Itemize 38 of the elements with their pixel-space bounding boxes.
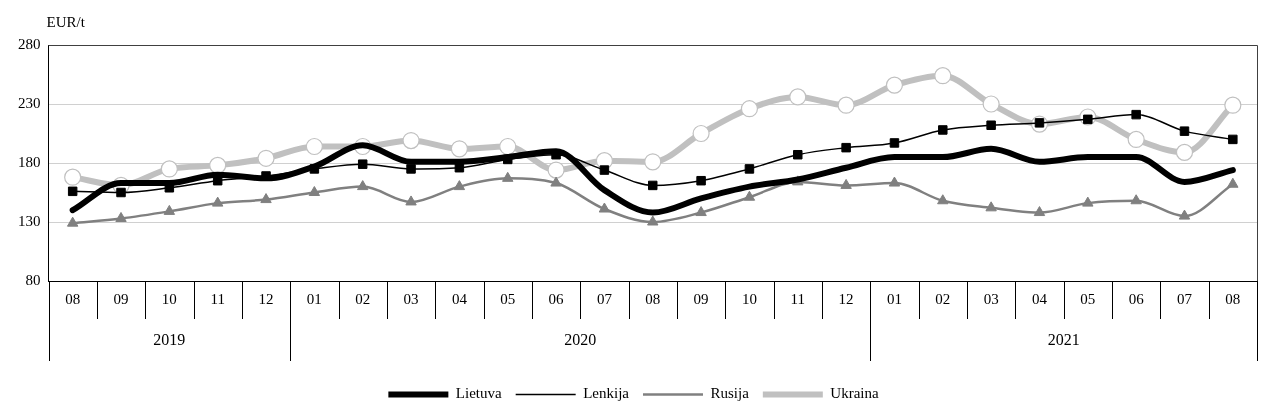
- x-tick-label: 12: [258, 290, 274, 307]
- text: 2020: [564, 331, 597, 349]
- x-tick-label: 08: [1225, 290, 1241, 307]
- y-tick-label: 130: [18, 212, 41, 229]
- legend-label: Lietuva: [455, 385, 503, 402]
- x-tick-label: 06: [1128, 290, 1145, 307]
- x-tick-label: 06: [548, 290, 565, 307]
- text: 2019: [153, 331, 186, 349]
- legend-label: Ukraina: [830, 385, 879, 402]
- y-tick-label: 280: [18, 35, 41, 52]
- x-tick-label: 03: [983, 290, 999, 307]
- x-tick-label: 02: [355, 290, 371, 307]
- legend-label: Lenkija: [583, 385, 630, 402]
- y-tick-label: 80: [25, 271, 41, 288]
- text: 2021: [1047, 331, 1080, 349]
- x-tick-label: 07: [596, 290, 613, 307]
- y-axis-title: EUR/t: [46, 13, 86, 30]
- x-tick-label: 11: [210, 290, 225, 307]
- x-tick-label: 04: [451, 290, 468, 307]
- x-tick-label: 05: [500, 290, 516, 307]
- x-tick-label: 11: [790, 290, 805, 307]
- y-tick-label: 180: [18, 153, 41, 170]
- y-tick-label: 230: [18, 94, 41, 111]
- x-tick-label: 04: [1031, 290, 1048, 307]
- x-tick-label: 03: [403, 290, 419, 307]
- x-tick-label: 09: [113, 290, 129, 307]
- x-tick-label: 01: [306, 290, 322, 307]
- x-tick-label: 10: [161, 290, 177, 307]
- x-tick-label: 02: [935, 290, 951, 307]
- x-tick-label: 01: [886, 290, 902, 307]
- x-tick-label: 12: [838, 290, 854, 307]
- x-tick-label: 10: [741, 290, 757, 307]
- x-tick-label: 08: [645, 290, 661, 307]
- x-tick-label: 09: [693, 290, 709, 307]
- legend-label: Rusija: [710, 385, 750, 402]
- x-tick-label: 08: [65, 290, 81, 307]
- x-tick-label: 05: [1080, 290, 1096, 307]
- x-tick-label: 07: [1176, 290, 1193, 307]
